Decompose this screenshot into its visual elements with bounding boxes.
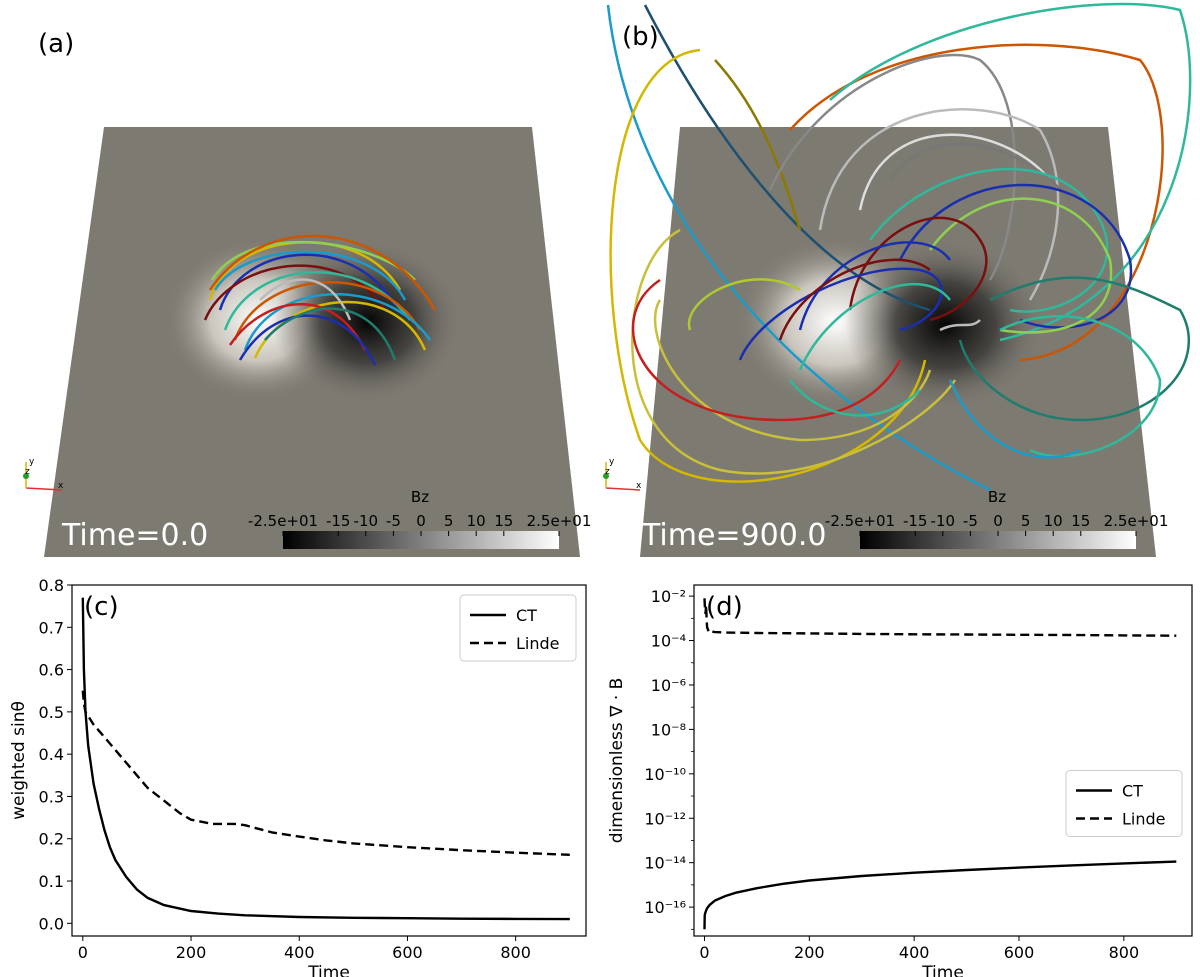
- y-tick-label: 10⁻⁴: [651, 632, 686, 651]
- triad-x-label: x: [58, 481, 64, 491]
- axes-triad: x y z: [603, 457, 642, 491]
- colorbar-tick-label: -10: [354, 512, 379, 530]
- triad-y-label: y: [29, 457, 35, 467]
- panel-b-label: (b): [622, 22, 659, 52]
- y-tick-label: 0.5: [39, 703, 64, 722]
- x-axis-label: Time: [307, 963, 350, 977]
- x-tick-label: 400: [284, 943, 315, 962]
- colorbar-tick-label: -5: [386, 512, 401, 530]
- colorbar-title: Bz: [988, 488, 1006, 506]
- colorbar-tick-label: 2.5e+01: [1104, 512, 1169, 530]
- y-tick-label: 10⁻¹²: [644, 809, 686, 828]
- colorbar-tick-label: -15: [903, 512, 928, 530]
- x-tick-label: 0: [78, 943, 88, 962]
- y-tick-label: 0.2: [39, 830, 64, 849]
- colorbar-b: Bz -2.5e+01 -15 -10 -5 0 5 10 15 2.5e+01: [825, 488, 1168, 549]
- y-tick-label: 0.0: [39, 914, 64, 933]
- x-tick-label: 200: [794, 943, 825, 962]
- y-tick-label: 10⁻⁸: [651, 720, 686, 739]
- legend-label-ct: CT: [1122, 782, 1143, 801]
- y-tick-label: 10⁻⁶: [651, 676, 686, 695]
- colorbar-tick-label: -2.5e+01: [248, 512, 318, 530]
- x-tick-label: 200: [176, 943, 207, 962]
- x-axis-label: Time: [921, 963, 964, 977]
- triad-y-label: y: [609, 457, 615, 467]
- colorbar-tick-label: 5: [1021, 512, 1031, 530]
- series-ct-line: [703, 860, 1177, 930]
- legend-box: [1065, 770, 1183, 837]
- legend-label-linde: Linde: [516, 634, 560, 653]
- axes-triad: x y z: [23, 457, 64, 491]
- y-axis-label: dimensionless ∇ · B: [607, 678, 627, 844]
- legend: CT Linde: [459, 594, 577, 662]
- x-tick-label: 800: [500, 943, 531, 962]
- x-tick-label: 600: [392, 943, 423, 962]
- y-tick-label: 10⁻¹⁰: [644, 765, 686, 784]
- colorbar-tick-label: -5: [963, 512, 978, 530]
- colorbar-tick-label: -2.5e+01: [825, 512, 895, 530]
- chart-c: 0 200 400 600 800 0.0 0.1 0.2 0.3 0.4 0.5 0.6 0.7 0.8…: [9, 576, 587, 977]
- y-tick-label: 0.6: [39, 661, 64, 680]
- colorbar-tick-label: 0: [993, 512, 1003, 530]
- series-linde-line: [81, 690, 570, 856]
- x-tick-label: 0: [699, 943, 709, 962]
- x-tick-label: 800: [1109, 943, 1140, 962]
- panel-b: (b) x y z Time=900.0 Bz -2.5e+01 -15 -10 -5…: [603, 2, 1192, 557]
- y-tick-label: 10⁻²: [651, 587, 686, 606]
- negative-polarity: [845, 239, 1045, 411]
- panel-label: (d): [706, 592, 743, 622]
- y-axis-label: weighted sinθ: [9, 701, 29, 820]
- colorbar-tick-label: 2.5e+01: [527, 512, 592, 530]
- y-tick-label: 0.4: [39, 745, 64, 764]
- series-ct-line: [81, 597, 570, 921]
- colorbar-tick-label: 15: [494, 512, 513, 530]
- x-tick-label: 600: [1004, 943, 1035, 962]
- legend-label-linde: Linde: [1122, 810, 1166, 829]
- colorbar-ticks: -2.5e+01 -15 -10 -5 0 5 10 15 2.5e+01: [248, 512, 591, 536]
- panel-label: (c): [84, 592, 119, 622]
- colorbar-tick-label: 0: [416, 512, 426, 530]
- y-tick-label: 0.8: [39, 576, 64, 595]
- time-label-b: Time=900.0: [641, 518, 826, 553]
- colorbar-tick-label: -10: [931, 512, 956, 530]
- legend-label-ct: CT: [516, 606, 537, 625]
- y-tick-label: 0.3: [39, 787, 64, 806]
- colorbar-tick-label: 15: [1071, 512, 1090, 530]
- plot-frame: [693, 584, 1193, 937]
- y-tick-label: 10⁻¹⁴: [644, 854, 686, 873]
- legend-box: [459, 594, 577, 662]
- colorbar-title: Bz: [411, 488, 429, 506]
- flux-rope-fieldlines: [203, 234, 437, 366]
- colorbar-ticks: -2.5e+01 -15 -10 -5 0 5 10 15 2.5e+01: [825, 512, 1168, 536]
- y-tick-label: 10⁻¹⁶: [644, 898, 686, 917]
- series-linde-line: [703, 598, 1177, 637]
- colorbar-tick-label: 10: [1044, 512, 1063, 530]
- x-tick-label: 400: [899, 943, 930, 962]
- colorbar-tick-label: 5: [444, 512, 454, 530]
- expanded-fieldlines: [606, 2, 1192, 492]
- triad-z-label: z: [605, 467, 610, 477]
- chart-d: 0 200 400 600 800 10⁻¹⁶ 10⁻¹⁴ 10⁻¹² 10⁻¹⁰ 10⁻⁸ 10⁻…: [607, 584, 1193, 977]
- triad-x-label: x: [636, 481, 642, 491]
- plot-frame: [71, 584, 587, 937]
- colorbar-gradient: [860, 531, 1136, 549]
- y-tick-label: 0.1: [39, 872, 64, 891]
- colorbar-gradient: [283, 531, 559, 549]
- triad-z-label: z: [25, 467, 30, 477]
- colorbar-tick-label: 10: [467, 512, 486, 530]
- y-tick-label: 0.7: [39, 618, 64, 637]
- time-label-a: Time=0.0: [61, 518, 208, 553]
- colorbar-a: Bz -2.5e+01 -15 -10 -5 0 5 10 15 2.5e+01: [248, 488, 591, 549]
- colorbar-tick-label: -15: [326, 512, 351, 530]
- panel-a-label: (a): [38, 29, 74, 59]
- panel-a: (a) x y z Time=0.0 Bz -2.5e+01 -15 -10 -5 0 5…: [23, 29, 591, 557]
- legend: CT Linde: [1065, 770, 1183, 837]
